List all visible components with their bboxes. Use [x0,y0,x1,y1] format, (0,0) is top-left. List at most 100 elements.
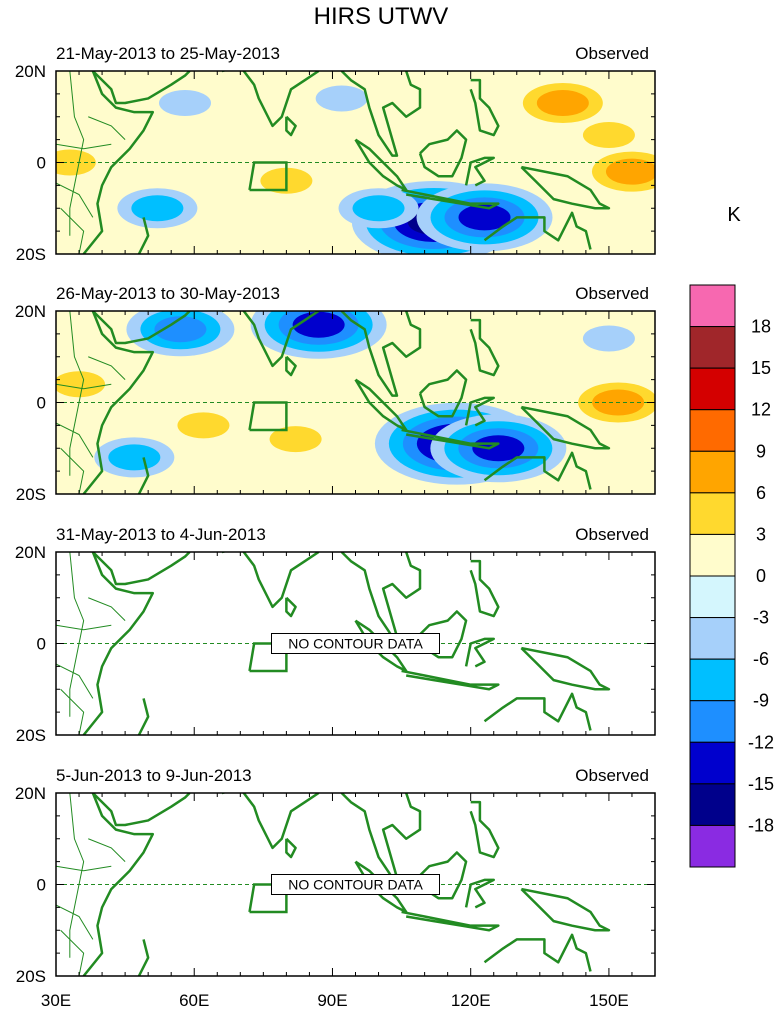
anomaly-contour [352,195,405,222]
coastline [285,837,297,859]
no-data-label: NO CONTOUR DATA [271,633,440,654]
map-panel: 21-May-2013 to 25-May-2013 Observed 20N 0 20… [15,44,656,264]
map-panel: 31-May-2013 to 4-Jun-2013 Observed 20N 0 20S… [15,525,656,745]
colorbar-label: 12 [751,400,771,420]
coastline [520,405,611,450]
panel-subtitle: 5-Jun-2013 to 9-Jun-2013 [56,766,252,785]
country-border [56,865,112,872]
coastline [469,800,500,859]
y-tick-label: 20N [15,784,46,803]
no-data-text: NO CONTOUR DATA [288,877,423,893]
anomaly-contour [536,90,589,117]
country-border [60,929,85,976]
coastline [91,552,191,586]
anomaly-contour [605,158,655,185]
anomaly-contour [159,90,212,117]
ticks [55,551,656,736]
coastline [340,793,422,879]
colorbar-swatch [689,700,736,743]
colorbar-swatch [689,658,736,702]
map-panel: 26-May-2013 to 30-May-2013 Observed 20N 0 20… [15,284,656,504]
coastline [418,369,468,418]
anomaly-contour [582,325,635,352]
colorbar-swatch [689,367,736,411]
coastline [520,887,611,932]
panel-source: Observed [575,44,649,63]
country-border [88,356,126,380]
colorbar-swatch [689,409,736,452]
country-border [60,447,85,494]
country-border [60,688,85,735]
colorbar-swatch [689,533,736,577]
coastline [469,78,500,137]
no-data-box [271,633,440,654]
colorbar-swatch [689,824,736,868]
coastline [82,793,155,976]
coastline [82,71,155,254]
coastline [520,165,611,210]
coastline [91,793,191,827]
colorbar-label: -18 [748,815,774,835]
plot-area [56,311,655,494]
ticks [55,70,656,255]
coastline [401,669,500,691]
country-border [56,663,94,699]
coastline [137,457,150,494]
anomaly-contour [292,311,345,338]
colorbar-label: -9 [753,691,769,711]
country-border [88,116,126,140]
map-panel: 5-Jun-2013 to 9-Jun-2013 Observed 20N 0 20S 3… [15,766,656,1010]
x-tick-label: 30E [41,991,71,1010]
coastline [483,933,592,972]
country-border [56,624,112,631]
colorbar-label: 18 [751,317,771,337]
anomaly-contour [177,412,230,439]
y-tick-label: 0 [37,635,46,654]
coastline [82,311,155,494]
y-tick-label: 20S [16,245,46,264]
country-border [60,207,85,254]
coastline [418,129,468,178]
coastline [520,646,611,691]
coastlines [82,793,611,976]
colorbar-unit: K [727,204,741,226]
panel-source: Observed [575,525,649,544]
colorbar-swatch [689,450,736,494]
country-border [56,182,94,218]
no-data-text: NO CONTOUR DATA [288,636,423,652]
ticks [55,792,656,977]
coastline [483,451,592,490]
coastline [91,71,191,105]
anomaly-contour [472,435,525,462]
coastline [483,211,592,250]
colorbar-swatch [689,284,736,328]
coastline [483,692,592,731]
coastline [221,311,320,368]
colorbar-swatch [689,741,736,785]
y-tick-label: 20N [15,62,46,81]
country-border [56,383,112,390]
panel-source: Observed [575,766,649,785]
anomaly-contour [56,371,106,398]
y-tick-label: 20N [15,302,46,321]
coastline [340,71,422,157]
anomaly-contour [458,204,511,231]
anomaly-contour [56,149,96,176]
colorbar: K 18 15 12 9 6 3 0 -3 -6 -9 -12 -15 -18 [689,204,774,868]
coastline [401,910,500,932]
x-tick-label: 150E [589,991,629,1010]
colorbar-swatch [689,326,736,369]
coastline [221,793,320,850]
anomaly-contour [154,316,207,343]
colorbar-swatch [689,783,736,826]
coastline [137,698,150,735]
panel-subtitle: 21-May-2013 to 25-May-2013 [56,44,280,63]
colorbar-label: -3 [753,608,769,628]
borders [56,71,126,254]
country-border [88,838,126,862]
colorbar-label: 9 [756,441,766,461]
coastline [285,355,297,377]
coastline [401,188,500,210]
x-tick-label: 60E [179,991,209,1010]
coastline [469,559,500,618]
